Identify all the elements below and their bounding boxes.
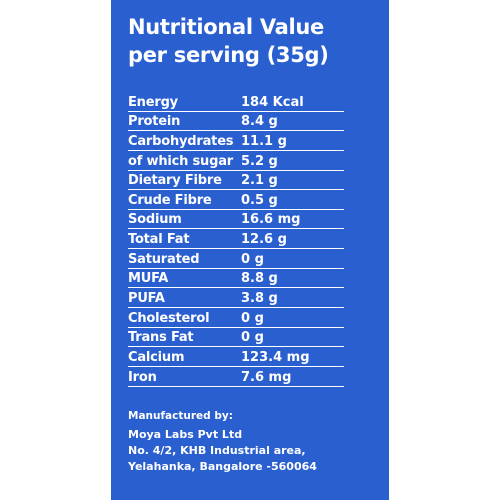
nutrition-row-sugar: of which sugar 5.2 g xyxy=(128,151,344,171)
nutrient-name: Saturated xyxy=(128,251,200,267)
nutrient-name: Sodium xyxy=(128,212,182,228)
nutrition-row-carbohydrates: Carbohydrates 11.1 g xyxy=(128,131,344,151)
nutrition-row-energy: Energy 184 Kcal xyxy=(128,92,344,112)
nutrition-row-dietary-fibre: Dietary Fibre 2.1 g xyxy=(128,171,344,191)
nutrient-value: 3.8 g xyxy=(241,291,278,307)
nutrient-value: 0 g xyxy=(241,330,264,346)
manufacturer-block: Manufactured by: Moya Labs Pvt Ltd No. 4… xyxy=(128,408,383,475)
nutrient-name: Protein xyxy=(128,114,181,130)
nutrition-row-sodium: Sodium 16.6 mg xyxy=(128,210,344,230)
nutrient-name: Trans Fat xyxy=(128,330,194,346)
nutrient-value: 5.2 g xyxy=(241,153,278,169)
nutrient-value: 0 g xyxy=(241,251,264,267)
nutrition-row-saturated: Saturated 0 g xyxy=(128,249,344,269)
nutrition-row-total-fat: Total Fat 12.6 g xyxy=(128,229,344,250)
nutrient-name: Total Fat xyxy=(128,232,190,248)
nutrient-name: MUFA xyxy=(128,271,169,287)
nutrient-name: Iron xyxy=(128,369,157,385)
nutrient-value: 0 g xyxy=(241,310,264,326)
manufacturer-address-line-1: No. 4/2, KHB Industrial area, xyxy=(128,444,306,457)
nutrition-title: Nutritional Value per serving (35g) xyxy=(128,13,383,69)
nutrient-name: Crude Fibre xyxy=(128,192,212,208)
nutrition-row-mufa: MUFA 8.8 g xyxy=(128,269,344,289)
title-line-1: Nutritional Value xyxy=(128,15,324,39)
nutrient-name: Carbohydrates xyxy=(128,133,234,149)
nutrition-row-crude-fibre: Crude Fibre 0.5 g xyxy=(128,190,344,210)
nutrient-value: 16.6 mg xyxy=(241,212,301,228)
nutrient-value: 184 Kcal xyxy=(241,94,304,110)
nutrition-table: Energy 184 Kcal Protein 8.4 g Carbohydra… xyxy=(128,92,344,387)
nutrient-name: Energy xyxy=(128,94,178,110)
manufacturer-address-line-2: Yelahanka, Bangalore -560064 xyxy=(128,460,317,473)
nutrient-value: 11.1 g xyxy=(241,133,287,149)
nutrient-value: 2.1 g xyxy=(241,173,278,189)
nutrient-name: of which sugar xyxy=(128,153,234,169)
nutrient-name: Dietary Fibre xyxy=(128,173,222,189)
nutrition-row-cholesterol: Cholesterol 0 g xyxy=(128,308,344,328)
nutrition-row-trans-fat: Trans Fat 0 g xyxy=(128,328,344,348)
nutrition-row-iron: Iron 7.6 mg xyxy=(128,367,344,387)
nutrient-name: Calcium xyxy=(128,349,185,365)
nutrient-value: 123.4 mg xyxy=(241,349,310,365)
nutrient-value: 0.5 g xyxy=(241,192,278,208)
nutrient-value: 7.6 mg xyxy=(241,369,292,385)
manufacturer-name: Moya Labs Pvt Ltd xyxy=(128,428,243,441)
nutrition-row-pufa: PUFA 3.8 g xyxy=(128,288,344,309)
title-line-2: per serving (35g) xyxy=(128,43,329,67)
manufacturer-label: Manufactured by: xyxy=(128,410,233,422)
nutrient-value: 8.4 g xyxy=(241,114,278,130)
nutrition-row-protein: Protein 8.4 g xyxy=(128,112,344,132)
nutrient-value: 12.6 g xyxy=(241,232,287,248)
nutrient-value: 8.8 g xyxy=(241,271,278,287)
nutrition-row-calcium: Calcium 123.4 mg xyxy=(128,347,344,367)
nutrient-name: PUFA xyxy=(128,291,165,307)
nutrition-label-panel: Nutritional Value per serving (35g) Ener… xyxy=(111,0,389,500)
nutrient-name: Cholesterol xyxy=(128,310,210,326)
